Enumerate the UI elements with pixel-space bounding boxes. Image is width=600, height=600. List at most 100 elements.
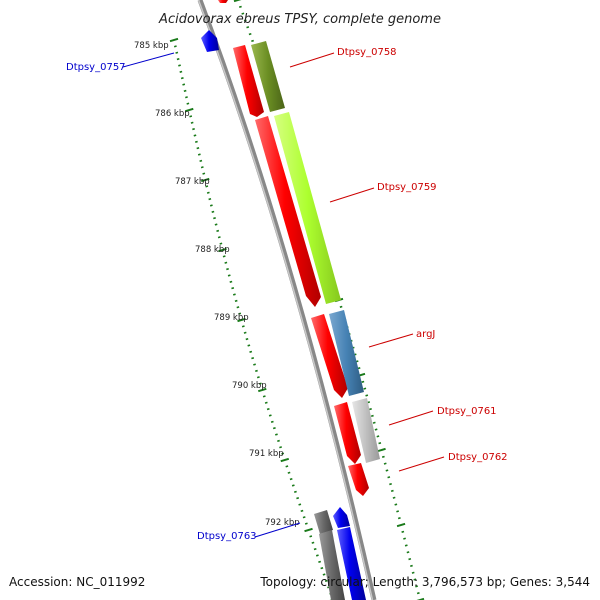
minor-tick bbox=[410, 564, 413, 568]
minor-tick bbox=[270, 420, 274, 423]
inner-tick-ring bbox=[169, 37, 338, 600]
minor-tick bbox=[279, 446, 282, 449]
minor-tick bbox=[238, 312, 242, 315]
svg-text:Dtpsy_0761: Dtpsy_0761 bbox=[437, 406, 497, 417]
minor-tick bbox=[180, 77, 184, 80]
minor-tick bbox=[241, 325, 245, 328]
minor-tick bbox=[226, 267, 229, 271]
minor-tick bbox=[238, 5, 242, 8]
tick-labels: 785 kbp 786 kbp 787 kbp 788 kbp 789 kbp … bbox=[134, 41, 300, 528]
minor-tick bbox=[406, 551, 410, 554]
gene-dtpsy-0758[interactable] bbox=[233, 45, 264, 117]
gene-dtpsy-0757[interactable] bbox=[201, 30, 219, 52]
minor-tick bbox=[274, 433, 278, 436]
minor-tick bbox=[251, 357, 255, 360]
tick-label: 790 kbp bbox=[232, 381, 267, 391]
minor-tick bbox=[243, 19, 247, 22]
minor-tick bbox=[229, 280, 233, 283]
major-tick bbox=[416, 597, 425, 600]
svg-text:Dtpsy_0758: Dtpsy_0758 bbox=[337, 47, 397, 58]
minor-tick bbox=[216, 229, 220, 233]
gene-argj[interactable] bbox=[311, 314, 348, 398]
minor-tick bbox=[227, 274, 231, 277]
cog-argj bbox=[329, 310, 364, 396]
minor-tick bbox=[403, 537, 406, 540]
minor-tick bbox=[231, 287, 235, 290]
gene-label-dtpsy-0763[interactable]: Dtpsy_0763 bbox=[197, 522, 301, 542]
minor-tick bbox=[383, 462, 387, 465]
minor-tick bbox=[370, 414, 374, 418]
minor-tick bbox=[300, 509, 304, 513]
gene-dtpsy-0762[interactable] bbox=[348, 463, 369, 496]
minor-tick bbox=[175, 51, 179, 54]
minor-tick bbox=[185, 96, 188, 99]
minor-tick bbox=[324, 579, 328, 583]
minor-tick bbox=[372, 421, 376, 424]
gene-label-argj[interactable]: argJ bbox=[368, 329, 435, 348]
minor-tick bbox=[365, 394, 369, 397]
minor-tick bbox=[255, 369, 258, 373]
gene-label-dtpsy-0757[interactable]: Dtpsy_0757 bbox=[66, 52, 175, 73]
major-tick bbox=[258, 387, 267, 393]
minor-tick bbox=[200, 166, 204, 169]
minor-tick bbox=[193, 134, 197, 137]
minor-tick bbox=[304, 522, 308, 525]
minor-tick bbox=[199, 159, 203, 163]
major-tick bbox=[396, 522, 406, 528]
minor-tick bbox=[363, 387, 367, 390]
minor-tick bbox=[251, 39, 254, 43]
minor-tick bbox=[357, 367, 361, 370]
minor-tick bbox=[194, 140, 198, 143]
minor-tick bbox=[211, 210, 215, 213]
minor-tick bbox=[394, 503, 398, 506]
minor-tick bbox=[176, 57, 180, 61]
minor-tick bbox=[404, 544, 408, 547]
minor-tick bbox=[339, 305, 343, 308]
minor-tick bbox=[217, 236, 221, 239]
minor-tick bbox=[206, 191, 210, 194]
major-tick bbox=[280, 457, 290, 463]
minor-tick bbox=[196, 147, 200, 150]
major-tick bbox=[377, 447, 386, 453]
major-tick bbox=[304, 527, 313, 533]
gene-label-dtpsy-0762[interactable]: Dtpsy_0762 bbox=[398, 452, 508, 472]
minor-tick bbox=[192, 127, 195, 131]
tick-label: 789 kbp bbox=[214, 313, 249, 323]
svg-text:Dtpsy_0763: Dtpsy_0763 bbox=[197, 531, 257, 542]
minor-tick bbox=[291, 484, 295, 487]
gene-dtpsy-0763[interactable] bbox=[333, 507, 366, 600]
minor-tick bbox=[253, 363, 256, 366]
gene-dtpsy-0759[interactable] bbox=[255, 116, 321, 307]
tick-label: 787 kbp bbox=[175, 177, 210, 187]
minor-tick bbox=[182, 83, 186, 86]
svg-text:Dtpsy_0759: Dtpsy_0759 bbox=[377, 182, 437, 193]
minor-tick bbox=[287, 471, 291, 474]
minor-tick bbox=[369, 407, 372, 411]
partial-gene-top[interactable] bbox=[218, 0, 228, 3]
minor-tick bbox=[416, 592, 420, 595]
minor-tick bbox=[234, 299, 238, 303]
minor-tick bbox=[246, 26, 250, 29]
minor-tick bbox=[302, 516, 306, 519]
gene-label-dtpsy-0758[interactable]: Dtpsy_0758 bbox=[289, 47, 397, 68]
minor-tick bbox=[392, 496, 396, 499]
major-tick bbox=[218, 247, 227, 253]
minor-tick bbox=[298, 503, 302, 506]
minor-tick bbox=[281, 452, 285, 455]
minor-tick bbox=[289, 477, 293, 481]
tick-label: 791 kbp bbox=[249, 449, 284, 459]
minor-tick bbox=[208, 197, 212, 201]
gene-label-dtpsy-0759[interactable]: Dtpsy_0759 bbox=[329, 182, 437, 203]
minor-tick bbox=[396, 510, 400, 513]
minor-tick bbox=[243, 331, 247, 334]
map-title: Acidovorax ebreus TPSY, complete genome bbox=[158, 12, 441, 27]
gene-label-dtpsy-0761[interactable]: Dtpsy_0761 bbox=[388, 406, 497, 426]
cog-dtpsy-0758 bbox=[251, 41, 285, 112]
minor-tick bbox=[209, 204, 213, 207]
minor-tick bbox=[294, 490, 297, 493]
backbone bbox=[197, 0, 377, 600]
gene-dtpsy-0761[interactable] bbox=[334, 402, 361, 464]
genome-summary-text: Topology: circular; Length: 3,796,573 bp… bbox=[259, 575, 590, 589]
tick-label: 785 kbp bbox=[134, 41, 169, 51]
minor-tick bbox=[247, 344, 251, 347]
